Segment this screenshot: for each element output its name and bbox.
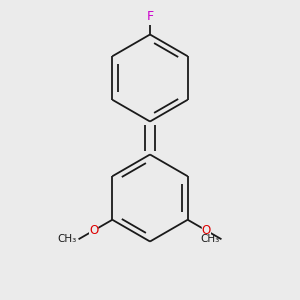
Text: O: O xyxy=(89,224,98,237)
Text: O: O xyxy=(202,224,211,237)
Text: F: F xyxy=(146,10,154,23)
Text: CH₃: CH₃ xyxy=(58,234,77,244)
Text: CH₃: CH₃ xyxy=(201,234,220,244)
